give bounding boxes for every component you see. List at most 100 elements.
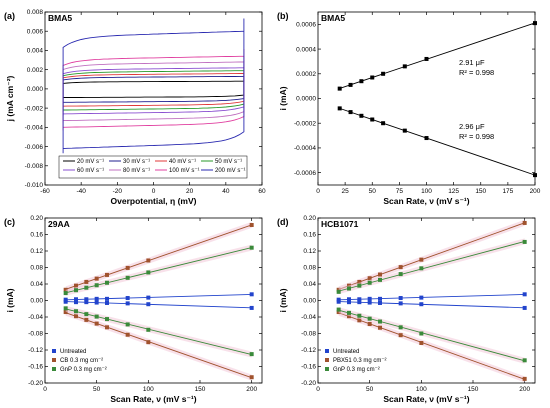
data-point xyxy=(84,285,89,290)
data-point xyxy=(370,75,375,80)
panel-label: (b) xyxy=(277,11,289,21)
y-tick-label: 0.000 xyxy=(27,86,44,93)
data-point xyxy=(336,299,341,304)
data-point xyxy=(357,300,362,305)
data-point xyxy=(398,265,403,270)
y-tick-label: 0.04 xyxy=(30,281,43,288)
data-point xyxy=(378,319,382,324)
data-point xyxy=(74,297,78,302)
data-point xyxy=(249,292,254,297)
data-point xyxy=(367,316,372,321)
data-point xyxy=(398,301,403,306)
data-point xyxy=(146,302,151,307)
data-point xyxy=(63,299,68,304)
data-point xyxy=(378,277,382,282)
fit-line xyxy=(338,309,525,362)
data-point xyxy=(367,276,372,281)
y-tick-label: -0.006 xyxy=(25,144,44,151)
data-point xyxy=(74,314,78,319)
data-point xyxy=(84,297,89,302)
x-tick-label: 25 xyxy=(342,188,350,195)
y-tick-label: -0.20 xyxy=(28,380,43,387)
legend-label: CB 0.3 mg cm⁻² xyxy=(60,358,103,364)
y-axis-label: i (mA) xyxy=(278,288,288,312)
legend-swatch xyxy=(325,349,329,353)
x-tick-label: 200 xyxy=(519,386,530,393)
data-point xyxy=(84,312,89,317)
data-point xyxy=(125,265,130,270)
panel-d: 0 50 100 150 200 -0.20 -0.16 -0.12 -0.08 -0.04 0.0… xyxy=(277,215,536,404)
y-tick-label: -0.12 xyxy=(301,347,316,354)
data-point xyxy=(359,79,364,84)
y-tick-label: 0.12 xyxy=(30,248,43,255)
legend-label: 60 mV s⁻¹ xyxy=(77,168,104,174)
data-point xyxy=(125,301,130,306)
data-point xyxy=(347,314,351,319)
data-point xyxy=(94,300,99,305)
data-point xyxy=(522,305,527,310)
x-tick-label: 20 xyxy=(186,188,194,195)
data-point xyxy=(522,376,527,381)
data-point xyxy=(378,296,382,301)
data-point xyxy=(94,314,99,319)
data-point xyxy=(522,220,527,225)
legend-label: 20 mV s⁻¹ xyxy=(77,159,104,165)
data-point xyxy=(94,276,99,281)
cv-loop xyxy=(62,18,245,154)
y-tick-label: 0.20 xyxy=(30,215,43,222)
data-point xyxy=(94,283,99,288)
data-point xyxy=(402,128,407,133)
data-point xyxy=(105,272,109,277)
y-tick-label: 0.0004 xyxy=(296,46,316,53)
data-point xyxy=(63,306,68,311)
panel-b: 0 25 50 75 100 125 150 175 200 -0.0006 -0.0004 -0.0… xyxy=(277,11,541,206)
legend-swatch xyxy=(325,358,329,362)
data-point xyxy=(125,332,130,337)
x-axis-label: Scan Rate, ν (mV s⁻¹) xyxy=(383,394,469,404)
x-tick-label: 200 xyxy=(530,188,541,195)
legend-swatch xyxy=(52,358,56,362)
legend-label: 200 mV s⁻¹ xyxy=(215,168,246,174)
data-point xyxy=(522,358,527,363)
data-point xyxy=(378,325,382,330)
y-tick-label: 0.006 xyxy=(27,28,44,35)
data-point xyxy=(419,302,424,307)
y-tick-label: -0.008 xyxy=(25,163,44,170)
x-tick-label: 100 xyxy=(143,386,154,393)
data-point xyxy=(357,297,362,302)
legend-label: Untreated xyxy=(333,349,359,355)
data-point xyxy=(398,333,403,338)
data-point xyxy=(74,288,78,293)
legend-label: Untreated xyxy=(60,349,86,355)
data-point xyxy=(125,322,130,327)
y-axis-label: i (mA) xyxy=(278,86,288,110)
data-point xyxy=(419,295,424,300)
panel-title: BMA5 xyxy=(48,13,72,23)
data-point xyxy=(74,309,78,314)
panel-title: BMA5 xyxy=(321,13,345,23)
data-point xyxy=(381,71,386,76)
annotation-capacitance: 2.91 μF xyxy=(459,58,485,67)
y-tick-label: -0.08 xyxy=(301,331,316,338)
data-point xyxy=(84,279,89,284)
x-tick-label: 75 xyxy=(396,188,404,195)
data-point xyxy=(522,239,527,244)
legend-label: 30 mV s⁻¹ xyxy=(123,159,150,165)
x-tick-label: 0 xyxy=(43,386,47,393)
fit-line xyxy=(65,293,252,301)
x-tick-label: 60 xyxy=(258,188,266,195)
y-tick-label: -0.0004 xyxy=(294,145,316,152)
y-tick-label: -0.04 xyxy=(28,314,43,321)
x-axis-label: Overpotential, η (mV) xyxy=(111,196,197,206)
x-tick-label: 0 xyxy=(316,386,320,393)
legend-label: GnP 0.3 mg cm⁻² xyxy=(60,367,107,373)
y-tick-label: -0.0006 xyxy=(294,170,316,177)
plot-frame xyxy=(317,11,536,186)
fit-line xyxy=(339,22,536,89)
data-point xyxy=(533,173,537,178)
legend-label: GnP 0.3 mg cm⁻² xyxy=(333,367,380,373)
x-tick-label: 100 xyxy=(421,188,432,195)
x-tick-label: 40 xyxy=(222,188,230,195)
legend-label: 50 mV s⁻¹ xyxy=(215,159,242,165)
